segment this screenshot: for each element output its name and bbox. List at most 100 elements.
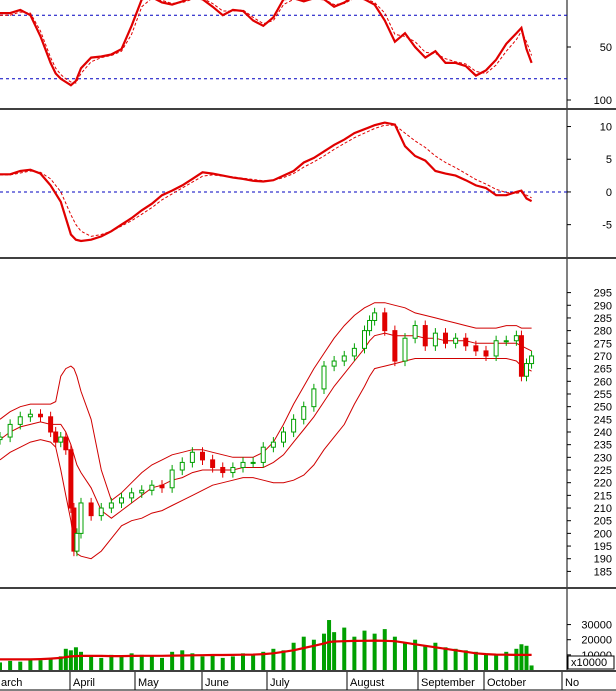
candle-body: [17, 416, 23, 425]
volume-bar: [322, 633, 326, 670]
volume-bar: [484, 653, 488, 670]
candle-body: [270, 441, 276, 448]
price-tick-label: 215: [594, 490, 612, 502]
volume-bar: [529, 665, 534, 670]
stochastic-tick-label: 100: [594, 95, 612, 107]
price-tick-label: 250: [594, 402, 612, 414]
month-label: August: [350, 677, 384, 689]
volume-bar: [504, 651, 509, 670]
stochastic-signal-line: [0, 0, 533, 84]
volume-bar: [149, 656, 154, 670]
month-label: September: [421, 677, 475, 689]
volume-bar: [109, 654, 114, 670]
volume-bar: [220, 657, 225, 670]
candle-body: [230, 466, 236, 474]
candle-body: [463, 337, 469, 347]
volume-bar: [241, 653, 245, 670]
month-axis: arch April May June July August September Octob…: [0, 672, 616, 691]
volume-bar: [58, 656, 63, 670]
volume-bar: [8, 660, 13, 670]
chart-panels: 100501050-529529028528027527026526025525…: [0, 0, 616, 672]
volume-bar: [129, 653, 134, 670]
price-tick-label: 280: [594, 326, 612, 338]
candle-body: [78, 502, 84, 534]
candle-body: [48, 416, 54, 433]
volume-bar: [170, 651, 175, 670]
month-label: June: [205, 677, 229, 689]
candle-body: [382, 312, 388, 332]
volume-bar: [382, 629, 387, 670]
volume-bar: [372, 633, 377, 670]
volume-bar: [261, 651, 266, 670]
price-tick-label: 220: [594, 478, 612, 490]
candle-body: [260, 446, 266, 463]
candle-body: [402, 337, 408, 362]
volume-bar: [291, 642, 296, 670]
month-label: No: [565, 677, 579, 689]
volume-bar: [63, 648, 68, 670]
candle-body: [179, 461, 185, 471]
volume-bar: [281, 650, 286, 670]
candle-body: [98, 507, 104, 517]
price-tick-label: 200: [594, 528, 612, 540]
macd-signal-line: [0, 124, 532, 237]
macd-main-line: [0, 121, 533, 243]
candle-body: [169, 469, 175, 489]
candle-body: [291, 418, 297, 433]
volume-moving-average: [0, 639, 532, 661]
candle-body: [53, 431, 59, 443]
volume-bar: [413, 639, 418, 670]
volume-bar: [89, 656, 94, 670]
candle-body: [7, 423, 13, 438]
price-tick-label: 205: [594, 516, 612, 528]
volume-bar: [200, 656, 205, 670]
volume-bar: [392, 636, 397, 670]
volume-bar: [403, 642, 407, 670]
volume-bar: [119, 656, 124, 670]
candle-body: [58, 436, 64, 443]
volume-bar: [79, 651, 83, 670]
price-tick-label: 255: [594, 389, 612, 401]
volume-bar: [180, 650, 185, 670]
candle-body: [524, 363, 529, 377]
volume-bar: [514, 648, 519, 670]
price-tick-label: 265: [594, 364, 612, 376]
month-label: October: [487, 677, 526, 689]
candle-body: [63, 436, 69, 451]
price-tick-label: 295: [594, 288, 612, 300]
volume-bar: [473, 651, 478, 670]
volume-bar: [494, 654, 499, 670]
volume-bar: [18, 661, 23, 670]
volume-unit-label: x10000: [571, 657, 607, 669]
candle-body: [372, 312, 378, 321]
volume-bar: [251, 654, 256, 670]
volume-tick-label: 30000: [581, 620, 612, 632]
bollinger-upper-band: [0, 302, 532, 502]
candle-body: [321, 365, 327, 390]
volume-bar: [443, 647, 448, 670]
candle-body: [513, 335, 519, 342]
volume-bar: [519, 644, 524, 670]
candle-body: [367, 319, 373, 332]
candle-body: [493, 340, 499, 357]
candle-body: [27, 413, 33, 418]
price-tick-label: 240: [594, 427, 612, 439]
candle-body: [529, 355, 535, 365]
candle-body: [159, 484, 165, 489]
price-tick-label: 235: [594, 440, 612, 452]
candle-body: [453, 337, 459, 344]
price-tick-label: 270: [594, 351, 612, 363]
volume-bar: [38, 660, 43, 670]
candle-body: [351, 347, 357, 357]
price-tick-label: 190: [594, 554, 612, 566]
candle-body: [0, 436, 3, 441]
volume-bar: [99, 657, 104, 670]
candle-body: [108, 502, 114, 509]
volume-bar: [453, 648, 458, 670]
candle-body: [331, 360, 337, 367]
price-tick-label: 260: [594, 376, 612, 388]
candle-body: [412, 325, 418, 339]
volume-bar: [28, 659, 33, 670]
